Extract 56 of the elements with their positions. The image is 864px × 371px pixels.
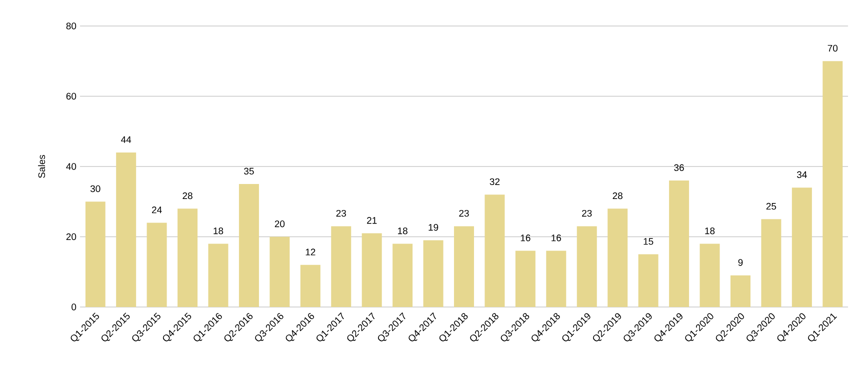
bar: [270, 236, 290, 307]
bar: [515, 250, 536, 307]
y-tick-label: 80: [66, 22, 76, 30]
bar: [608, 208, 628, 307]
bar: [362, 233, 382, 307]
bar: [484, 194, 505, 307]
data-label: 24: [152, 206, 162, 214]
data-label: 16: [520, 234, 530, 242]
data-label: 36: [674, 164, 684, 172]
y-tick-label: 0: [72, 304, 76, 310]
bar: [392, 244, 413, 307]
bar: [116, 152, 136, 307]
bar: [331, 226, 352, 307]
data-label: 30: [90, 185, 100, 192]
data-label: 23: [336, 210, 346, 217]
data-label: 35: [244, 168, 254, 175]
bar: [576, 226, 597, 307]
y-axis-title: Sales: [38, 154, 46, 178]
bar: [208, 244, 228, 307]
bar: [669, 180, 690, 307]
y-tick-label: 40: [66, 163, 76, 170]
bar: [178, 208, 198, 307]
bar: [300, 264, 320, 307]
bar: [638, 254, 658, 307]
bar: [146, 222, 167, 307]
data-label: 34: [796, 171, 807, 178]
bar: [238, 184, 259, 307]
data-label: 15: [644, 238, 654, 245]
bar: [822, 61, 843, 307]
bar: [85, 202, 106, 307]
data-label: 16: [552, 234, 562, 242]
data-label: 28: [182, 192, 192, 200]
bar: [730, 275, 750, 307]
bar: [792, 188, 812, 307]
data-label: 12: [306, 248, 316, 256]
y-tick-label: 20: [66, 233, 76, 240]
data-label: 18: [705, 228, 715, 234]
data-label: 20: [274, 220, 285, 228]
data-label: 9: [738, 259, 743, 266]
data-label: 70: [828, 44, 838, 52]
data-label: 44: [121, 136, 132, 143]
data-label: 19: [428, 224, 438, 231]
bar: [454, 226, 474, 307]
data-label: 25: [766, 202, 776, 210]
data-label: 32: [490, 178, 500, 186]
data-label: 18: [398, 228, 408, 234]
bar: [423, 240, 444, 307]
bar: [546, 250, 566, 307]
y-tick-label: 60: [66, 92, 76, 100]
data-label: 18: [214, 228, 224, 234]
data-label: 21: [367, 217, 377, 224]
data-label: 23: [582, 210, 592, 217]
bar: [700, 244, 720, 307]
bar: [761, 219, 782, 307]
data-label: 28: [612, 192, 622, 200]
data-label: 23: [459, 210, 469, 217]
